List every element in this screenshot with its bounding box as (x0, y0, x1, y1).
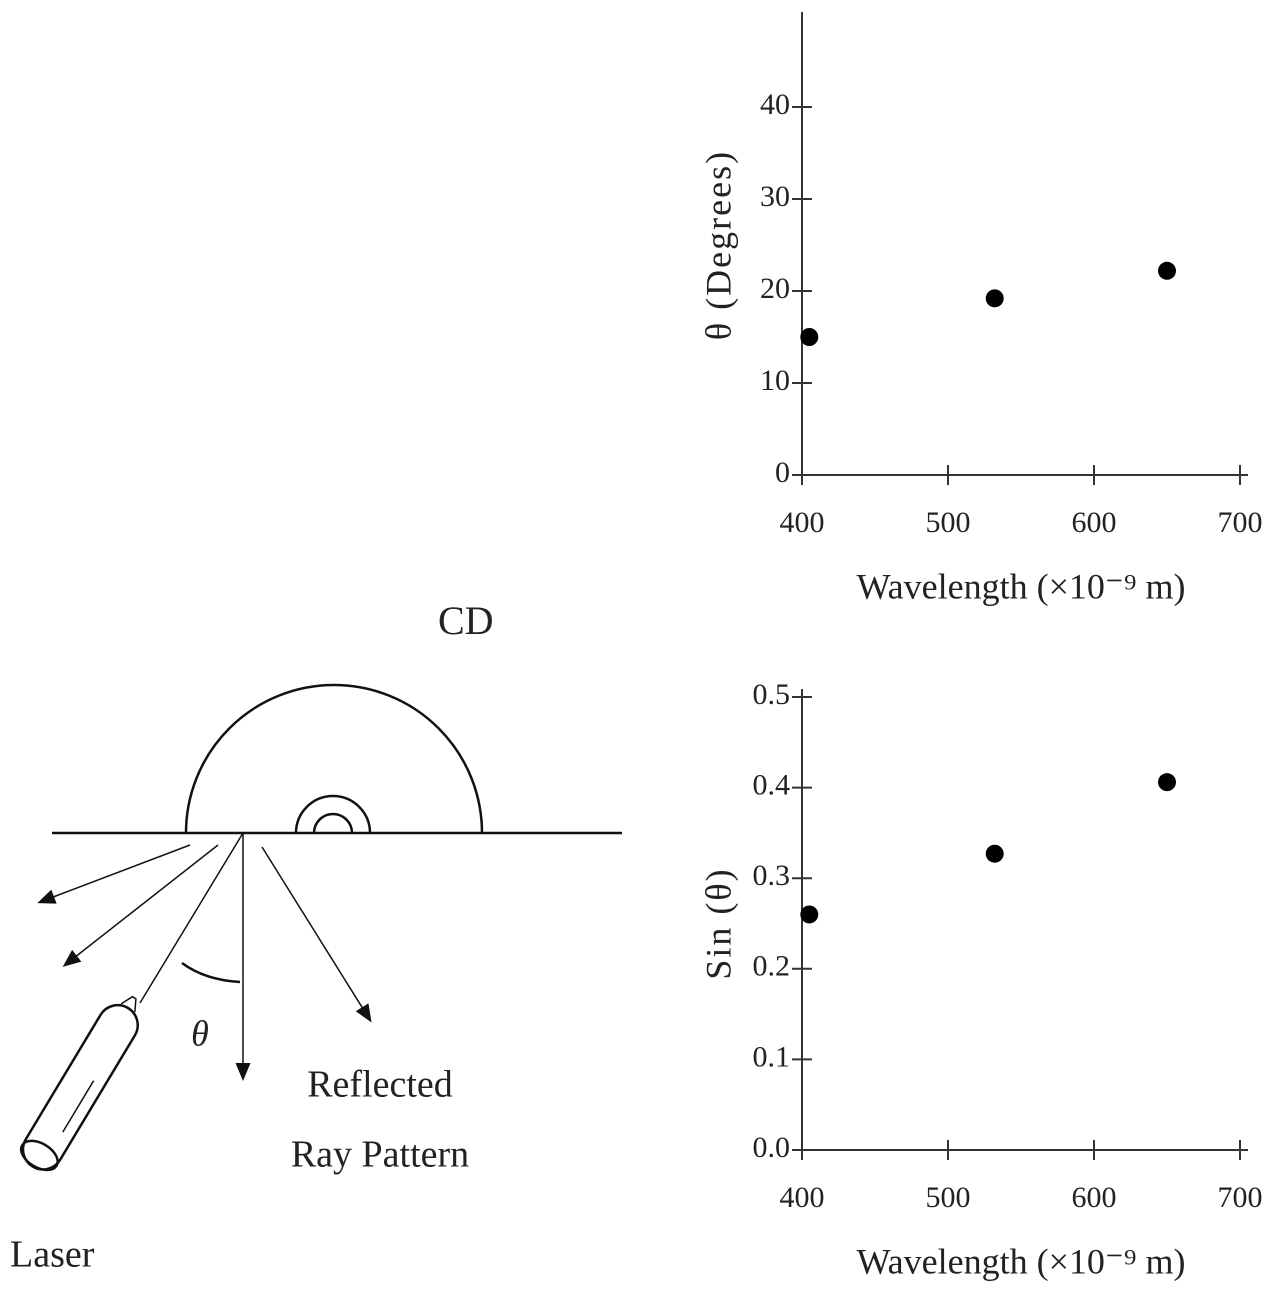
cd-disc (186, 685, 482, 833)
reflected-label: Ray Pattern (291, 1134, 469, 1176)
y-tick-label: 40 (760, 88, 790, 121)
laser-label: Laser (10, 1234, 95, 1276)
y-tick-label: 0.1 (753, 1040, 791, 1073)
y-tick-label: 10 (760, 364, 790, 397)
x-tick-label: 600 (1072, 506, 1117, 539)
x-tick-label: 400 (780, 1181, 825, 1214)
laser-body (16, 998, 146, 1177)
data-point (1158, 262, 1176, 280)
page: CD θ Reflected Ray Pattern Laser 0 10 20 30… (0, 0, 1264, 1291)
x-axis-label: Wavelength (×10⁻⁹ m) (857, 1241, 1186, 1281)
cd-label: CD (438, 598, 494, 643)
x-tick-label: 500 (926, 1181, 971, 1214)
y-tick-label: 0.3 (753, 859, 791, 892)
x-tick-label: 500 (926, 506, 971, 539)
y-axis-label: Sin (θ) (698, 867, 738, 979)
x-axis-label: Wavelength (×10⁻⁹ m) (857, 566, 1186, 606)
data-point (800, 328, 818, 346)
y-tick-label: 30 (760, 180, 790, 213)
cd-hub-inner (314, 814, 352, 833)
data-point (986, 845, 1004, 863)
laser (16, 987, 152, 1176)
data-point (800, 905, 818, 923)
figure: CD θ Reflected Ray Pattern Laser 0 10 20 30… (0, 0, 1264, 1291)
y-axis-label: θ (Degrees) (698, 150, 738, 340)
y-tick-label: 0.0 (753, 1131, 791, 1164)
x-tick-label: 700 (1218, 506, 1263, 539)
x-tick-label: 600 (1072, 1181, 1117, 1214)
y-tick-label: 0.5 (753, 678, 791, 711)
x-tick-label: 700 (1218, 1181, 1263, 1214)
y-tick-label: 0.4 (753, 768, 791, 801)
laser-end (16, 1135, 63, 1176)
diagram: CD θ Reflected Ray Pattern Laser (10, 598, 622, 1276)
x-tick-label: 400 (780, 506, 825, 539)
ray (262, 847, 370, 1020)
y-tick-label: 0 (775, 456, 790, 489)
ray (40, 845, 190, 902)
data-point (1158, 773, 1176, 791)
laser-detail (63, 1081, 94, 1132)
angle-arc (182, 963, 240, 982)
data-point (986, 289, 1004, 307)
theta-label: θ (191, 1013, 209, 1053)
y-tick-label: 20 (760, 272, 790, 305)
reflected-label: Reflected (307, 1064, 453, 1106)
y-tick-label: 0.2 (753, 950, 791, 983)
